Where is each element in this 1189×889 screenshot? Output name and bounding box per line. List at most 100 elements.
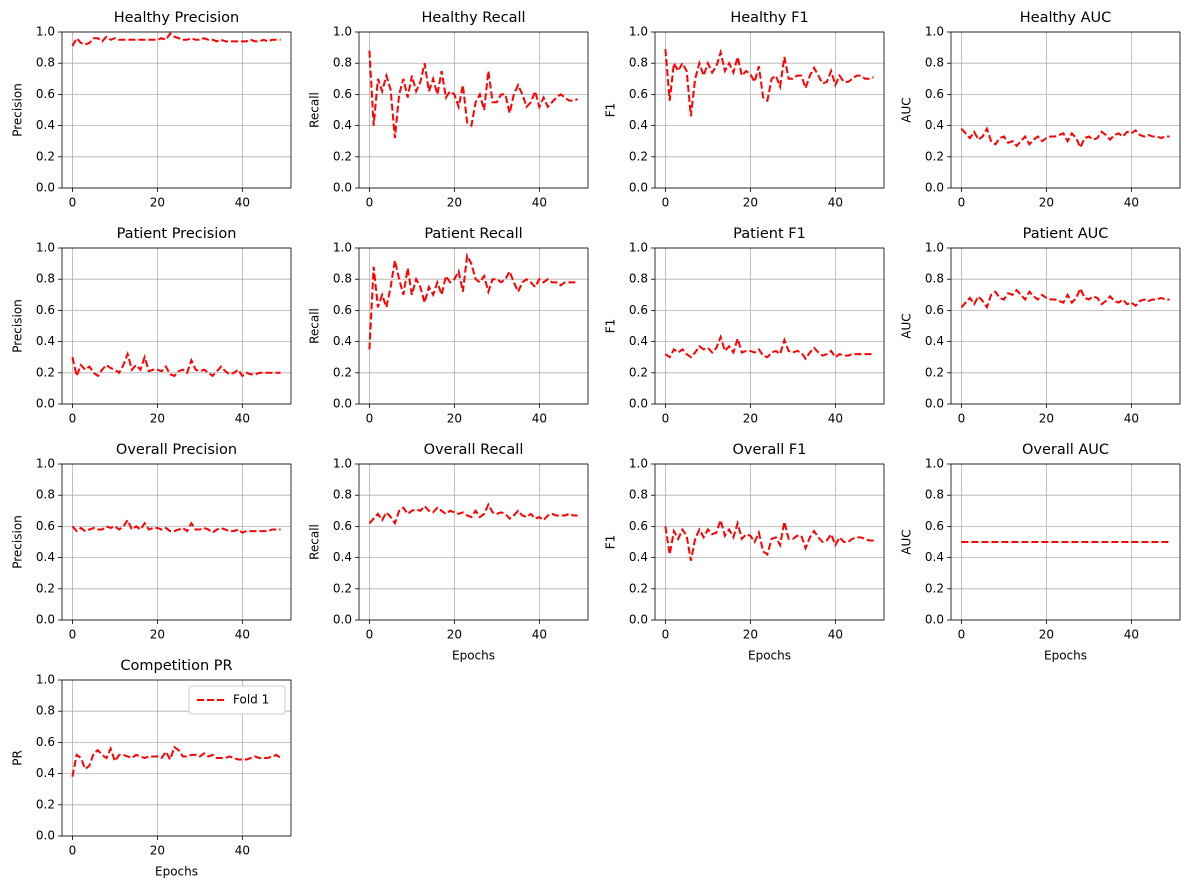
y-tick-label: 1.0 [333,241,352,255]
y-tick-label: 1.0 [36,25,55,39]
x-tick-label: 20 [743,412,758,426]
data-line [960,126,1170,150]
y-axis-label: Precision [11,83,25,137]
y-tick-label: 0.0 [629,397,648,411]
chart-title: Healthy F1 [730,10,808,26]
y-tick-label: 0.4 [36,766,55,780]
x-tick-label: 40 [532,196,547,210]
axes-frame [358,31,589,189]
x-tick-label: 40 [828,196,843,210]
y-tick-label: 0.0 [925,613,944,627]
axes-frame [61,463,292,621]
x-tick-label: 40 [235,196,250,210]
y-tick-label: 0.6 [629,519,648,533]
x-tick-label: 20 [150,628,165,642]
axes-frame [654,31,885,189]
y-axis-label: Precision [11,299,25,353]
x-tick-label: 40 [532,628,547,642]
y-tick-label: 0.0 [36,181,55,195]
y-tick-label: 0.4 [925,334,944,348]
y-axis-label: Recall [308,524,322,560]
y-tick-label: 0.0 [629,613,648,627]
x-tick-label: 0 [662,412,670,426]
y-axis-label: AUC [900,529,914,554]
y-tick-label: 1.0 [36,457,55,471]
legend-label: Fold 1 [233,693,269,707]
y-tick-label: 0.8 [925,488,944,502]
x-tick-label: 0 [69,844,77,858]
y-tick-label: 0.8 [36,272,55,286]
data-line [960,286,1170,310]
x-axis-label: Epochs [1044,649,1087,663]
data-line [71,350,281,380]
y-tick-label: 0.4 [333,550,352,564]
y-tick-label: 0.4 [629,334,648,348]
data-line [664,333,874,361]
y-tick-label: 1.0 [629,25,648,39]
y-tick-label: 0.6 [925,87,944,101]
chart-title: Overall Precision [116,442,237,458]
axes-frame [358,463,589,621]
y-tick-label: 0.6 [36,303,55,317]
data-line [71,518,281,534]
y-tick-label: 0.8 [333,272,352,286]
y-tick-label: 0.2 [925,581,944,595]
x-tick-label: 20 [743,196,758,210]
y-tick-label: 1.0 [629,241,648,255]
x-tick-label: 40 [1124,412,1139,426]
x-tick-label: 20 [447,628,462,642]
y-tick-label: 0.8 [36,704,55,718]
chart-title: Overall F1 [733,442,807,458]
y-tick-label: 0.6 [36,87,55,101]
x-tick-label: 40 [1124,628,1139,642]
y-tick-label: 0.2 [925,149,944,163]
x-tick-label: 0 [366,412,374,426]
data-line [664,48,874,117]
y-tick-label: 0.2 [333,365,352,379]
x-tick-label: 40 [235,844,250,858]
y-tick-label: 0.0 [333,181,352,195]
x-tick-label: 0 [958,196,966,210]
legend-box [188,685,286,715]
y-tick-label: 1.0 [36,241,55,255]
y-tick-label: 0.2 [36,581,55,595]
y-axis-label: F1 [604,319,618,334]
y-tick-label: 1.0 [925,241,944,255]
y-tick-label: 0.6 [925,303,944,317]
chart-title: Patient Precision [117,226,237,242]
y-tick-label: 1.0 [333,457,352,471]
axes-frame [358,247,589,405]
x-tick-label: 0 [69,628,77,642]
y-tick-label: 1.0 [925,25,944,39]
y-tick-label: 0.4 [925,550,944,564]
x-tick-label: 0 [366,196,374,210]
y-tick-label: 0.8 [925,56,944,70]
chart-title: Healthy AUC [1020,10,1111,26]
y-tick-label: 0.4 [629,118,648,132]
x-tick-label: 20 [447,412,462,426]
y-tick-label: 0.2 [629,581,648,595]
y-tick-label: 0.2 [629,365,648,379]
data-line [368,502,578,526]
y-tick-label: 0.2 [333,149,352,163]
y-tick-label: 0.4 [333,334,352,348]
y-tick-label: 0.6 [36,735,55,749]
axes-frame [654,463,885,621]
x-tick-label: 40 [532,412,547,426]
x-tick-label: 0 [69,196,77,210]
data-line [71,32,281,47]
chart-title: Competition PR [120,658,232,674]
x-tick-label: 0 [958,628,966,642]
y-tick-label: 0.4 [925,118,944,132]
chart-title: Overall AUC [1022,442,1109,458]
y-tick-label: 1.0 [925,457,944,471]
y-tick-label: 1.0 [629,457,648,471]
y-tick-label: 0.8 [36,488,55,502]
y-tick-label: 1.0 [36,673,55,687]
data-line [368,252,578,350]
chart-title: Healthy Precision [114,10,240,26]
data-line [71,745,282,777]
x-axis-label: Epochs [155,865,198,879]
axes-frame [950,31,1181,189]
